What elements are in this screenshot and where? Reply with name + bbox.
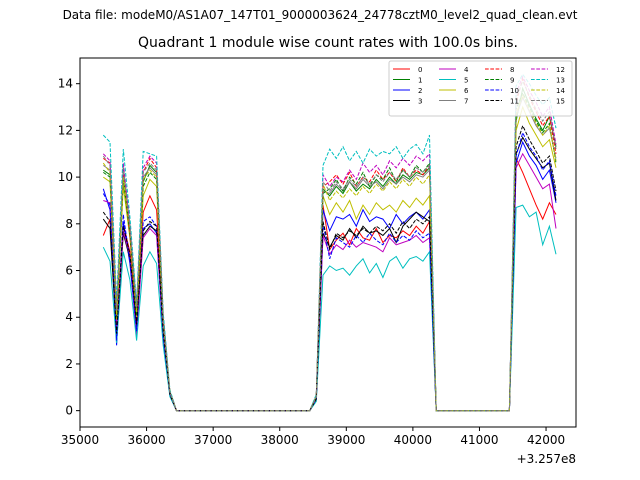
legend-label-5: 5 bbox=[464, 77, 468, 85]
axes-frame bbox=[79, 57, 577, 428]
series-lines bbox=[102, 73, 557, 412]
legend-label-2: 2 bbox=[418, 87, 422, 95]
x-tick-label: 40000 bbox=[394, 433, 432, 447]
series-line-4 bbox=[103, 152, 557, 412]
y-tick-label: 4 bbox=[65, 310, 73, 324]
legend-label-3: 3 bbox=[418, 98, 422, 106]
x-tick-label: 38000 bbox=[261, 433, 299, 447]
legend-label-13: 13 bbox=[556, 77, 565, 85]
x-tick-label: 35000 bbox=[61, 433, 99, 447]
y-tick-label: 6 bbox=[65, 264, 73, 278]
series-line-15 bbox=[102, 80, 557, 412]
x-tick-label: 37000 bbox=[194, 433, 232, 447]
legend-label-14: 14 bbox=[556, 87, 565, 95]
series-line-13 bbox=[102, 73, 557, 412]
series-line-8 bbox=[103, 77, 557, 412]
y-tick-label: 2 bbox=[65, 357, 73, 371]
legend-label-9: 9 bbox=[510, 77, 514, 85]
x-tick-label: 41000 bbox=[460, 433, 498, 447]
legend-label-0: 0 bbox=[418, 66, 422, 74]
legend-label-12: 12 bbox=[556, 66, 565, 74]
legend-label-4: 4 bbox=[464, 66, 469, 74]
legend-label-15: 15 bbox=[556, 98, 565, 106]
data-file-label: Data file: modeM0/AS1A07_147T01_90000036… bbox=[62, 8, 578, 22]
series-line-9 bbox=[103, 91, 557, 412]
chart-title: Quadrant 1 module wise count rates with … bbox=[138, 35, 518, 51]
legend-label-11: 11 bbox=[510, 98, 519, 106]
y-tick-label: 12 bbox=[58, 123, 73, 137]
series-line-3 bbox=[102, 136, 557, 412]
x-tick-label: 36000 bbox=[127, 433, 165, 447]
x-tick-label: 39000 bbox=[327, 433, 365, 447]
series-line-2 bbox=[102, 140, 557, 412]
x-tick-label: 42000 bbox=[527, 433, 565, 447]
legend-label-7: 7 bbox=[464, 98, 468, 106]
legend-label-1: 1 bbox=[418, 77, 422, 85]
legend-label-6: 6 bbox=[464, 87, 469, 95]
x-axis: 35000 36000 37000 38000 39000 40000 41000 42000 bbox=[61, 427, 565, 447]
y-tick-label: 0 bbox=[65, 404, 73, 418]
legend-label-10: 10 bbox=[510, 87, 519, 95]
y-tick-label: 14 bbox=[58, 77, 73, 91]
series-line-12 bbox=[102, 75, 557, 412]
series-line-10 bbox=[102, 131, 557, 412]
legend-label-8: 8 bbox=[510, 66, 514, 74]
x-axis-offset-label: +3.257e8 bbox=[516, 452, 576, 466]
y-tick-label: 10 bbox=[58, 170, 73, 184]
series-line-11 bbox=[102, 124, 557, 412]
y-tick-label: 8 bbox=[65, 217, 73, 231]
series-line-14 bbox=[102, 94, 557, 412]
legend-box bbox=[388, 60, 573, 117]
y-axis: 0 2 4 6 8 10 12 14 bbox=[58, 77, 80, 418]
series-line-5 bbox=[102, 204, 557, 412]
